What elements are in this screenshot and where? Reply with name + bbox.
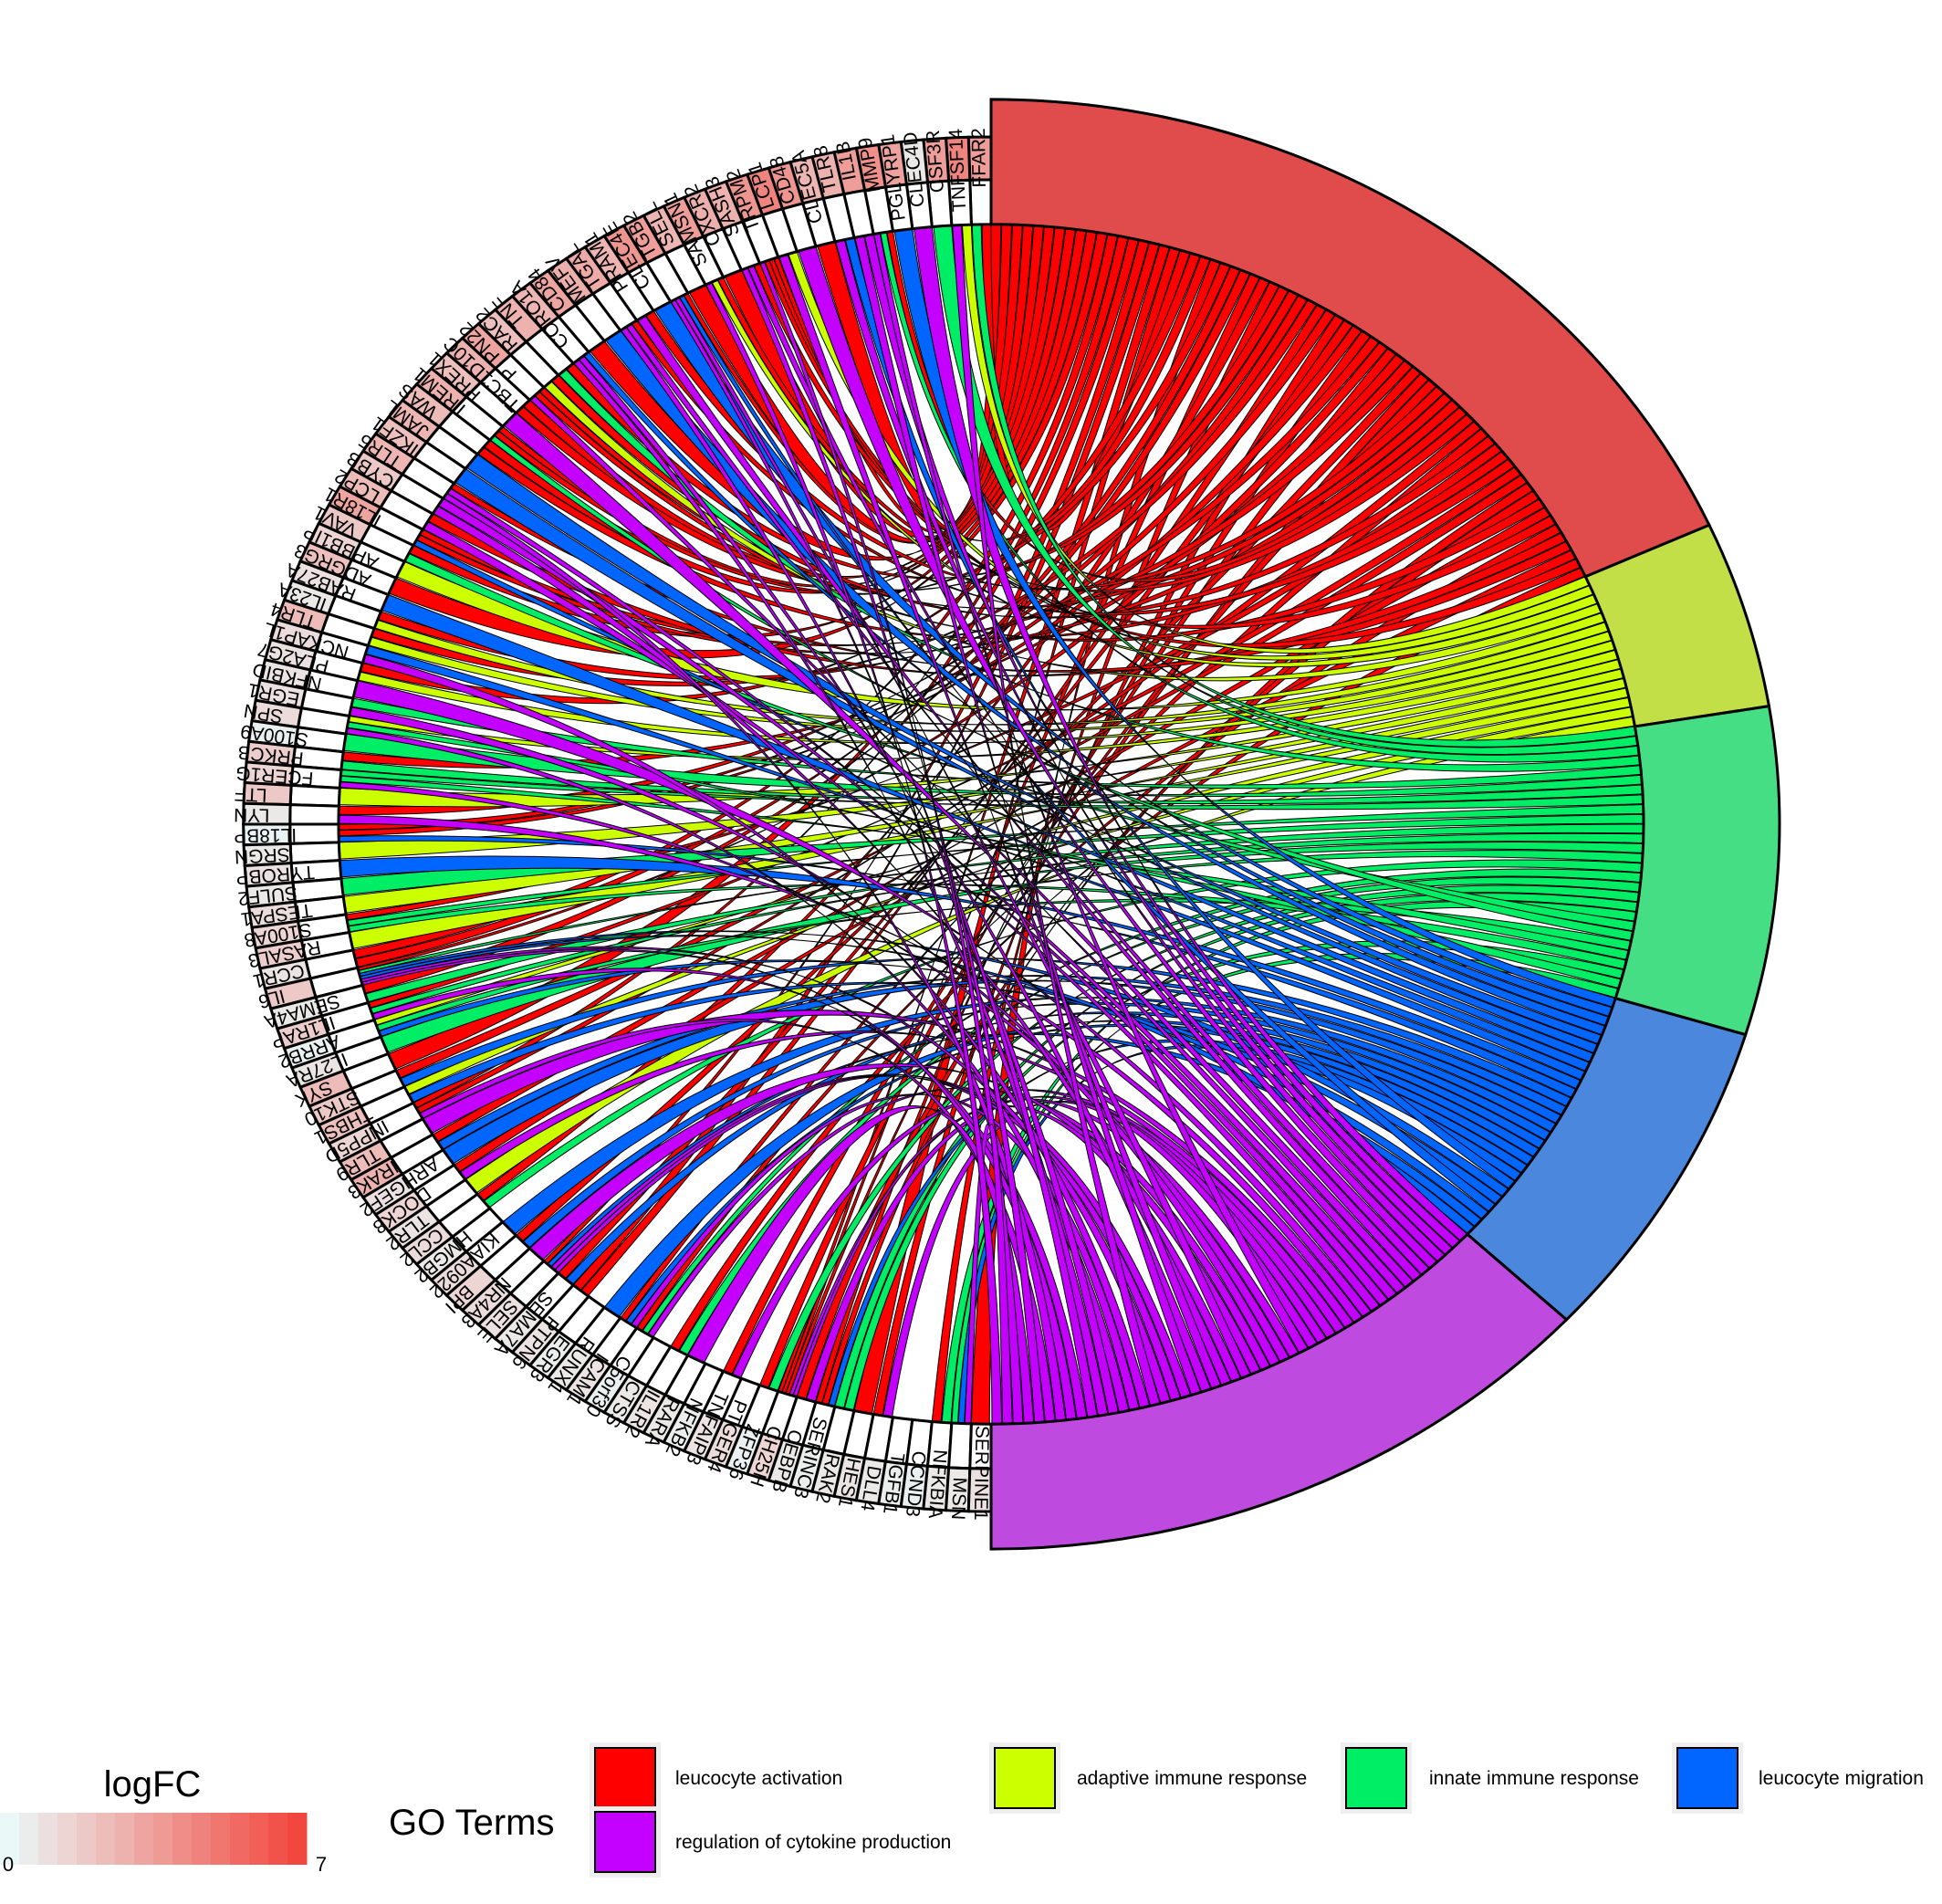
go-terms-legend-title: GO Terms [389,1803,555,1843]
legend-swatch [1676,1747,1738,1809]
go-term-arc-layer [989,98,1781,1551]
gene-label: TNFSF14 [945,128,970,212]
logfc-scale-cell [96,1813,116,1865]
legend-swatch [1345,1747,1407,1809]
gene-segment-layer [242,135,993,1513]
go-terms-legend: GO Terms leucocyte activation adaptive im… [389,1742,1924,1878]
legend-label: adaptive immune response [1077,1768,1307,1789]
legend-swatch [594,1747,656,1809]
legend-label: leucocyte activation [675,1768,842,1789]
logfc-cell [966,1467,993,1513]
logfc-scale-cell [134,1813,154,1865]
legend-label: leucocyte migration [1759,1768,1924,1789]
logfc-scale-cell [153,1813,173,1865]
logfc-scale-cell [211,1813,231,1865]
go-legend-entry: adaptive immune response [989,1742,1307,1814]
go-term-arc [989,1232,1569,1551]
ribbon-layer [338,224,1644,1425]
go-term-arc [989,98,1712,579]
gene-label: CSF3R [923,130,948,194]
go-legend-entry: regulation of cytokine production [590,1806,951,1878]
logfc-scale-cell [230,1813,250,1865]
logfc-scale-cell [77,1813,97,1865]
logfc-color-scale [0,1813,308,1865]
gene-label: NFKBIA [924,1449,951,1519]
gene-label: SERPINE1 [970,1426,993,1521]
logfc-scale-cell [172,1813,193,1865]
logfc-scale-cell [249,1813,269,1865]
gene-label: SRGN [234,843,290,867]
gene-label: LTF [234,783,267,806]
gene-label: MSN [947,1477,970,1521]
logfc-scale-cell [192,1813,212,1865]
go-legend-entry: leucocyte migration [1672,1742,1924,1814]
gene-label: FFAR2 [968,128,990,188]
legend-label: innate immune response [1429,1768,1639,1789]
logfc-legend-max: 7 [316,1853,327,1876]
gene-label: IL18BP [234,824,297,846]
logfc-scale-cell [115,1813,135,1865]
logfc-legend: logFC 0 7 [0,1764,327,1876]
logfc-scale-cell [19,1813,39,1865]
logfc-scale-cell [57,1813,78,1865]
gene-segment [288,803,340,826]
logfc-scale-cell [38,1813,58,1865]
go-legend-entry: innate immune response [1341,1742,1639,1814]
logfc-scale-cell [287,1813,308,1865]
gene-label: LYN [234,804,270,826]
logfc-legend-min: 0 [3,1853,14,1876]
gene-segment [947,1421,973,1470]
legend-swatch [594,1811,656,1873]
logfc-scale-cell [268,1813,288,1865]
logfc-legend-title: logFC [104,1764,202,1805]
go-legend-entry: leucocyte activation [590,1742,842,1814]
legend-swatch [994,1747,1056,1809]
logfc-scale-cell [0,1813,20,1865]
legend-label: regulation of cytokine production [675,1832,951,1853]
